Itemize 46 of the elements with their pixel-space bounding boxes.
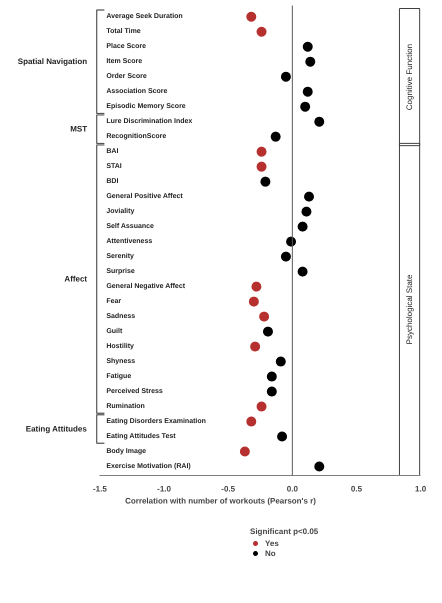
point bbox=[266, 386, 277, 397]
point bbox=[266, 372, 277, 382]
point bbox=[302, 42, 313, 52]
legend-label: Yes bbox=[265, 538, 280, 548]
point bbox=[270, 132, 281, 142]
point bbox=[305, 56, 316, 67]
point bbox=[314, 116, 324, 127]
text: MST bbox=[70, 124, 88, 134]
point bbox=[250, 342, 260, 352]
point bbox=[246, 12, 256, 22]
legend-label: No bbox=[265, 548, 277, 558]
x-axis-title: Correlation with number of workouts (Pearson's r) bbox=[125, 496, 316, 506]
x-tick-label: -1.5 bbox=[93, 484, 108, 494]
point bbox=[298, 222, 308, 232]
legend-title: Significant p<0.05 bbox=[250, 527, 318, 536]
point bbox=[298, 266, 308, 277]
text: Eating Attitudes bbox=[26, 424, 88, 434]
point bbox=[314, 462, 324, 472]
x-tick-label: -0.5 bbox=[221, 484, 236, 494]
point bbox=[256, 402, 267, 412]
point bbox=[240, 446, 250, 457]
x-tick-label: 1.0 bbox=[415, 484, 427, 494]
point bbox=[259, 312, 270, 322]
point bbox=[280, 252, 291, 262]
point bbox=[251, 282, 262, 292]
point bbox=[276, 356, 286, 367]
point bbox=[304, 192, 314, 202]
x-tick-label: -1.0 bbox=[157, 484, 172, 494]
point bbox=[256, 162, 267, 172]
point bbox=[256, 146, 267, 157]
annotation: Cognitive Function bbox=[405, 44, 414, 110]
x-tick-label: 0.0 bbox=[286, 484, 298, 494]
point bbox=[260, 176, 270, 187]
point bbox=[262, 326, 273, 337]
point bbox=[300, 102, 310, 112]
annotation: Psychological State bbox=[405, 274, 414, 344]
point bbox=[301, 206, 312, 217]
point bbox=[280, 72, 291, 82]
point bbox=[256, 26, 267, 37]
x-tick-label: 0.5 bbox=[350, 484, 363, 494]
point bbox=[246, 416, 256, 427]
point bbox=[277, 432, 288, 442]
point bbox=[302, 86, 313, 97]
point bbox=[248, 296, 259, 307]
text: Spatial Navigation bbox=[18, 57, 88, 66]
text: Affect bbox=[64, 274, 88, 284]
